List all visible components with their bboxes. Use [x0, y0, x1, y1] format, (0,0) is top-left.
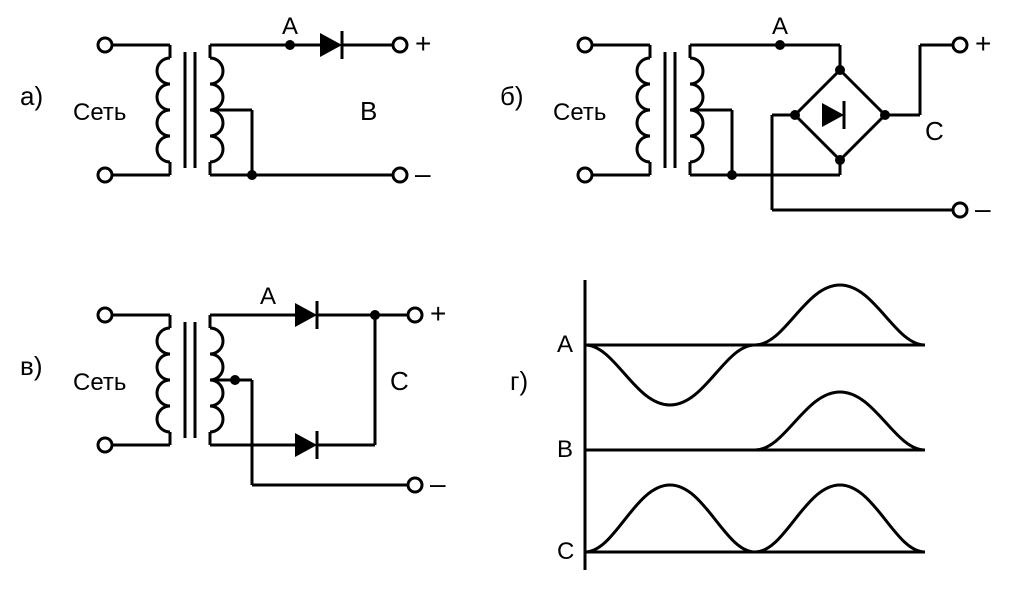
- trace-c: [585, 485, 925, 552]
- panel-g: г) A B C: [510, 280, 925, 570]
- minus-label: –: [975, 193, 991, 224]
- trace-c-label: C: [557, 538, 574, 565]
- label-b: б): [500, 81, 524, 111]
- minus-label: –: [415, 158, 431, 189]
- plus-label: +: [975, 28, 991, 59]
- trace-b-label: B: [557, 436, 573, 463]
- label-g: г): [510, 366, 528, 396]
- panel-a: а) Сеть A + – B: [20, 13, 431, 189]
- minus-label: –: [430, 468, 446, 499]
- input-terminal-bottom: [98, 168, 112, 182]
- output-label-c: C: [390, 366, 409, 396]
- output-terminal-neg: [408, 478, 422, 492]
- diode-bottom-icon: [295, 431, 317, 459]
- diode-top-icon: [295, 301, 317, 329]
- primary-coil: [157, 58, 170, 162]
- figure: а) Сеть A + – B: [0, 0, 1009, 593]
- trace-a-label: A: [557, 331, 573, 358]
- output-label-b: B: [360, 96, 377, 126]
- label-a: а): [20, 81, 43, 111]
- plus-label: +: [430, 298, 446, 329]
- input-terminal-top: [98, 38, 112, 52]
- plus-label: +: [415, 28, 431, 59]
- diode-icon: [320, 31, 342, 59]
- output-label-c: C: [925, 116, 944, 146]
- net-label: Сеть: [553, 99, 606, 126]
- bridge-rectifier-icon: [790, 65, 890, 165]
- output-terminal-pos: [393, 38, 407, 52]
- node-a-label: A: [260, 283, 276, 310]
- transformer-core: [185, 52, 195, 168]
- output-terminal-pos: [408, 308, 422, 322]
- node-a-label: A: [772, 13, 788, 40]
- trace-b: [755, 392, 925, 450]
- output-terminal-neg: [953, 203, 967, 217]
- panel-v: в) Сеть A + –: [20, 283, 446, 499]
- secondary-coil-lower: [210, 110, 223, 162]
- output-terminal-neg: [393, 168, 407, 182]
- net-label: Сеть: [73, 369, 126, 396]
- secondary-coil-upper: [210, 58, 223, 110]
- net-label: Сеть: [73, 99, 126, 126]
- node-a-label: A: [282, 13, 298, 40]
- label-v: в): [20, 351, 42, 381]
- panel-b: б) Сеть A: [500, 13, 991, 224]
- output-terminal-pos: [953, 38, 967, 52]
